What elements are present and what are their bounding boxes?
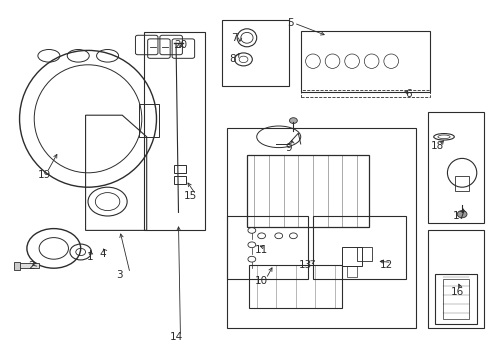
Bar <box>300 90 429 97</box>
Text: 13: 13 <box>298 260 312 270</box>
Text: 3: 3 <box>116 270 123 280</box>
Bar <box>246 155 368 227</box>
Text: 9: 9 <box>285 143 291 153</box>
Bar <box>427 112 483 223</box>
Bar <box>249 265 342 308</box>
Text: 14: 14 <box>169 332 183 342</box>
Text: 4: 4 <box>99 249 106 259</box>
Text: 17: 17 <box>452 211 466 221</box>
Text: 12: 12 <box>379 260 392 270</box>
Text: 8: 8 <box>228 54 235 64</box>
Bar <box>312 216 405 279</box>
Text: 1: 1 <box>87 252 94 262</box>
Text: 10: 10 <box>255 276 267 286</box>
Text: 20: 20 <box>174 40 187 50</box>
Bar <box>300 31 429 92</box>
Circle shape <box>289 118 297 123</box>
Text: 2: 2 <box>28 261 35 271</box>
Bar <box>173 165 185 173</box>
Text: 18: 18 <box>430 141 444 151</box>
Text: 11: 11 <box>254 245 268 255</box>
Bar <box>427 230 483 328</box>
Text: 5: 5 <box>287 18 294 28</box>
Bar <box>227 216 307 279</box>
Bar <box>356 247 371 261</box>
Bar <box>139 104 159 137</box>
Bar <box>17 263 39 268</box>
Text: 6: 6 <box>404 89 411 99</box>
Bar <box>342 247 361 266</box>
Bar <box>227 128 415 328</box>
Bar <box>346 266 356 277</box>
Bar <box>442 279 468 319</box>
Bar <box>173 176 185 184</box>
Text: 19: 19 <box>37 170 51 180</box>
Bar <box>434 274 476 324</box>
Circle shape <box>456 211 466 218</box>
Bar <box>454 176 468 191</box>
Text: 7: 7 <box>231 33 238 43</box>
Text: 16: 16 <box>449 287 463 297</box>
Text: 15: 15 <box>183 191 197 201</box>
Bar <box>14 262 20 270</box>
Bar <box>222 20 288 86</box>
Bar <box>144 32 205 230</box>
